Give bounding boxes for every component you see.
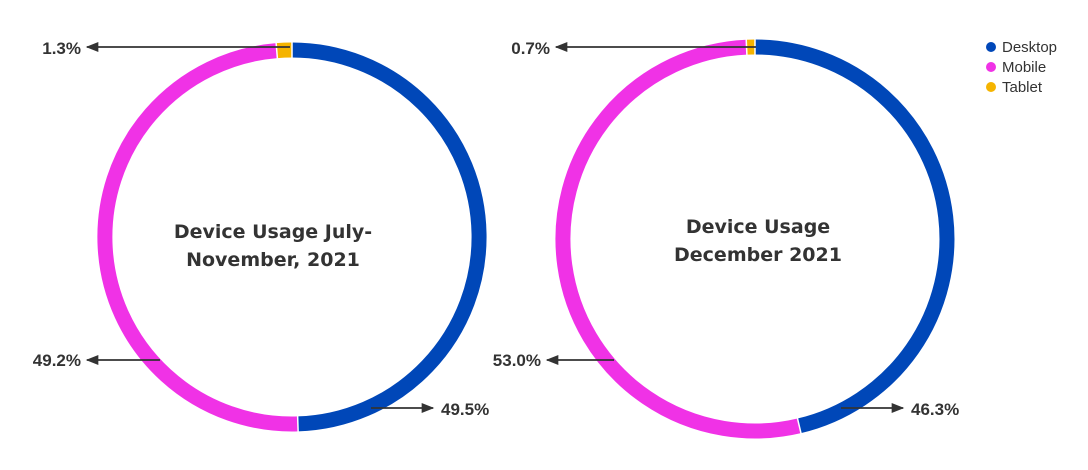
data-label-tablet: 1.3% [42, 39, 81, 58]
donut-slice-desktop [291, 42, 487, 432]
legend-swatch [986, 82, 996, 92]
legend: Desktop Mobile Tablet [986, 39, 1057, 96]
legend-item-desktop: Desktop [986, 39, 1057, 56]
donut-slice-mobile [555, 39, 801, 439]
donut-chart-2: 46.3% 53.0% 0.7% Device Usage December 2021 [493, 38, 959, 439]
data-label-desktop: 49.5% [441, 400, 489, 419]
legend-item-mobile: Mobile [986, 59, 1046, 76]
legend-label: Mobile [1002, 59, 1046, 76]
legend-label: Desktop [1002, 39, 1057, 56]
chart-title-line-1: Device Usage July- [174, 221, 372, 243]
slice-separator [796, 417, 802, 435]
legend-label: Tablet [1002, 79, 1043, 96]
slice-separator [275, 42, 279, 60]
legend-item-tablet: Tablet [986, 79, 1043, 96]
data-label-desktop: 46.3% [911, 400, 959, 419]
donut-slice-desktop [754, 39, 955, 434]
chart-title-line-1: Device Usage [686, 216, 830, 238]
slice-separator [296, 415, 299, 433]
chart-title-line-2: December 2021 [674, 244, 842, 266]
donut-slice-tablet [276, 42, 293, 59]
data-label-tablet: 0.7% [511, 39, 550, 58]
data-label-mobile: 53.0% [493, 351, 541, 370]
chart-title-line-2: November, 2021 [186, 249, 360, 271]
legend-swatch [986, 42, 996, 52]
donut-chart-1: 49.5% 49.2% 1.3% Device Usage July- November… [33, 39, 489, 433]
donut-slice-mobile [97, 43, 299, 432]
data-label-mobile: 49.2% [33, 351, 81, 370]
legend-swatch [986, 62, 996, 72]
